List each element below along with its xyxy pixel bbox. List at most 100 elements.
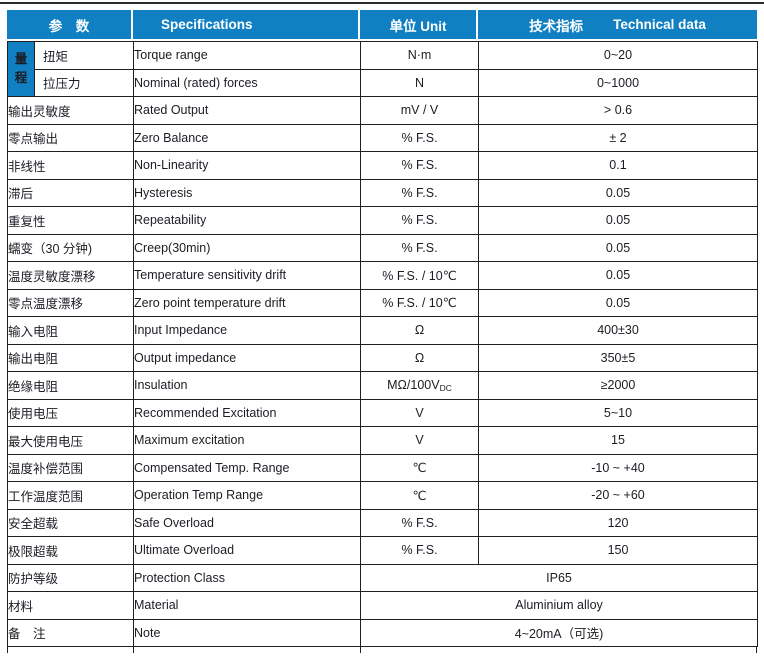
- value-cell: 350±5: [478, 343, 758, 372]
- param-cell: 极限超载: [7, 536, 134, 565]
- param-cell: 扭矩: [34, 41, 134, 70]
- spec-cell: Protection Class: [133, 563, 361, 592]
- spec-cell: Input Impedance: [133, 316, 361, 345]
- table-row: 最大使用电压 Maximum excitation V 15: [7, 426, 758, 455]
- param-cell: 备 注: [7, 618, 134, 647]
- table-row: 非线性 Non-Linearity% F.S. 0.1: [7, 151, 758, 180]
- unit-cell: % F.S.: [360, 233, 479, 262]
- page-top-rule: [0, 2, 764, 4]
- unit-cell: V: [360, 426, 479, 455]
- param-cell: 使用电压: [7, 398, 134, 427]
- table-row: 零点输出 Zero Balance% F.S. ± 2: [7, 123, 758, 152]
- value-cell: 0~1000: [478, 68, 758, 97]
- value-cell: 0.05: [478, 261, 758, 290]
- border-stub: [756, 647, 757, 653]
- table-row: 防护等级 Protection Class IP65: [7, 563, 758, 592]
- param-cell: 拉压力: [34, 68, 134, 97]
- unit-cell: N: [360, 68, 479, 97]
- param-cell: 最大使用电压: [7, 426, 134, 455]
- spec-cell: Temperature sensitivity drift: [133, 261, 361, 290]
- value-cell: 150: [478, 536, 758, 565]
- spec-cell: Output impedance: [133, 343, 361, 372]
- param-cell: 安全超载: [7, 508, 134, 537]
- value-cell: -10 ~ +40: [478, 453, 758, 482]
- spec-cell: Zero Balance: [133, 123, 361, 152]
- table-row: 温度灵敏度漂移 Temperature sensitivity drift% F.…: [7, 261, 758, 290]
- unit-cell: % F.S. / 10℃: [360, 261, 479, 290]
- unit-cell: Ω: [360, 343, 479, 372]
- border-stub: [133, 647, 134, 653]
- value-cell: 15: [478, 426, 758, 455]
- unit-cell: % F.S.: [360, 178, 479, 207]
- table-row: 输入电阻 Input Impedance Ω 400±30: [7, 316, 758, 345]
- range-group-cell: 量程: [7, 41, 35, 97]
- unit-cell: MΩ/100VDC: [360, 371, 479, 400]
- unit-cell: mV / V: [360, 96, 479, 125]
- range-group-char: 程: [14, 71, 28, 85]
- table-row: 安全超载 Safe Overload% F.S. 120: [7, 508, 758, 537]
- border-stub: [360, 647, 361, 653]
- spec-cell: Zero point temperature drift: [133, 288, 361, 317]
- value-cell: 120: [478, 508, 758, 537]
- spec-cell: Creep(30min): [133, 233, 361, 262]
- unit-subscript: DC: [439, 382, 452, 393]
- range-group-char: 量: [14, 52, 28, 67]
- spec-cell: Nominal (rated) forces: [133, 68, 361, 97]
- value-cell: 5~10: [478, 398, 758, 427]
- value-cell: ≥2000: [478, 371, 758, 400]
- param-cell: 输出电阻: [7, 343, 134, 372]
- table-row: 零点温度漂移 Zero point temperature drift% F.S.…: [7, 288, 758, 317]
- table-row: 材料 Material Aluminium alloy: [7, 591, 758, 620]
- unit-cell: % F.S.: [360, 536, 479, 565]
- spec-cell: Recommended Excitation: [133, 398, 361, 427]
- spec-cell: Hysteresis: [133, 178, 361, 207]
- table-row: 蠕变（30 分钟) Creep(30min)% F.S. 0.05: [7, 233, 758, 262]
- value-cell: 0.05: [478, 178, 758, 207]
- header-technical-data-en: Technical data: [613, 17, 706, 32]
- table-row: 工作温度范围 Operation Temp Range ℃ -20 ~ +60: [7, 481, 758, 510]
- spec-cell: Ultimate Overload: [133, 536, 361, 565]
- spec-cell: Material: [133, 591, 361, 620]
- unit-cell: % F.S.: [360, 508, 479, 537]
- value-cell: > 0.6: [478, 96, 758, 125]
- header-technical-data-cn: 技术指标: [529, 18, 584, 34]
- table-row: 输出电阻 Output impedance Ω 350±5: [7, 343, 758, 372]
- unit-cell: % F.S.: [360, 123, 479, 152]
- param-cell: 绝缘电阻: [7, 371, 134, 400]
- table-row: 输出灵敏度 Rated Output mV / V > 0.6: [7, 96, 758, 125]
- value-cell: ± 2: [478, 123, 758, 152]
- spec-cell: Operation Temp Range: [133, 481, 361, 510]
- spec-cell: Compensated Temp. Range: [133, 453, 361, 482]
- table-row: 备 注 Note 4~20mA（可选): [7, 618, 758, 647]
- value-cell: 0~20: [478, 41, 758, 70]
- value-cell: 400±30: [478, 316, 758, 345]
- spec-cell: Note: [133, 618, 361, 647]
- param-cell: 滞后: [7, 178, 134, 207]
- unit-cell: V: [360, 398, 479, 427]
- param-cell: 工作温度范围: [7, 481, 134, 510]
- header-specifications: Specifications: [133, 10, 360, 39]
- spec-table-header: 参 数 Specifications 单位 Unit 技术指标 Technica…: [7, 10, 757, 39]
- table-row: 拉压力 Nominal (rated) forces N 0~1000: [8, 68, 758, 97]
- value-cell: 0.05: [478, 233, 758, 262]
- spec-cell: Safe Overload: [133, 508, 361, 537]
- spec-cell: Non-Linearity: [133, 151, 361, 180]
- header-technical-data: 技术指标 Technical data: [478, 10, 757, 39]
- param-cell: 蠕变（30 分钟): [7, 233, 134, 262]
- param-cell: 温度补偿范围: [7, 453, 134, 482]
- value-cell: 0.1: [478, 151, 758, 180]
- unit-cell: ℃: [360, 453, 479, 482]
- unit-cell: % F.S.: [360, 206, 479, 235]
- value-cell: Aluminium alloy: [360, 591, 758, 620]
- unit-cell: % F.S.: [360, 151, 479, 180]
- table-row: 绝缘电阻 Insulation MΩ/100VDC ≥2000: [7, 371, 758, 400]
- value-cell: IP65: [360, 563, 758, 592]
- table-row: 重复性 Repeatability% F.S. 0.05: [7, 206, 758, 235]
- spec-cell: Maximum excitation: [133, 426, 361, 455]
- value-cell: 4~20mA（可选): [360, 618, 758, 647]
- param-cell: 零点输出: [7, 123, 134, 152]
- unit-cell: ℃: [360, 481, 479, 510]
- spec-cell: Rated Output: [133, 96, 361, 125]
- table-row: 量程扭矩 Torque range N·m 0~20: [7, 41, 758, 97]
